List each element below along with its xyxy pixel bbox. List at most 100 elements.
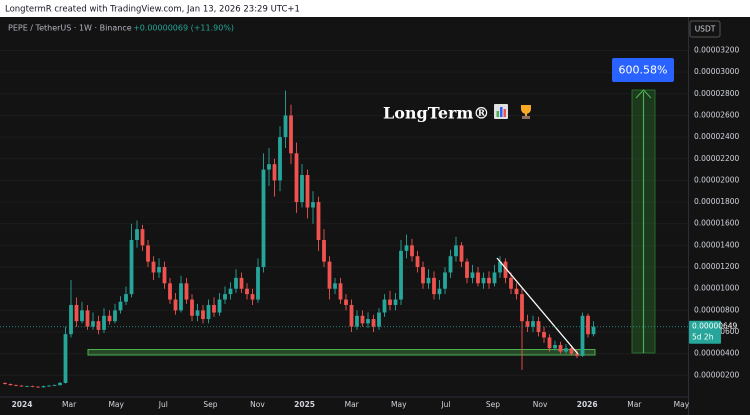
candle-body [415, 256, 420, 268]
candle-body [569, 348, 574, 354]
candles [3, 90, 596, 388]
y-tick-label: 0.00001200 [694, 262, 740, 271]
candle-body [327, 261, 332, 289]
candle-body [223, 294, 227, 300]
x-tick-label: Mar [62, 400, 77, 409]
watermark: LongTerm® [383, 104, 489, 123]
candle-body [294, 153, 299, 203]
candle-body [344, 299, 348, 305]
y-tick-label: 0.00002200 [694, 154, 740, 163]
candle-body [201, 310, 205, 320]
candle-body [393, 299, 398, 305]
candle-body [140, 229, 145, 246]
candle-body [371, 319, 376, 327]
candle-body [14, 385, 18, 386]
measure-arrow-head [635, 89, 652, 99]
candle-body [470, 272, 475, 278]
candle-body [8, 384, 13, 386]
candle-body [531, 321, 535, 327]
candle-body [168, 283, 172, 300]
x-tick-label: Mar [345, 400, 360, 409]
candle-body [558, 345, 563, 352]
currency: USDT [695, 25, 716, 34]
trophy-icon [521, 105, 531, 119]
x-tick-label: 2024 [12, 400, 33, 409]
candle-body [74, 304, 79, 322]
x-tick-label: Mar [627, 400, 642, 409]
candle-body [459, 245, 464, 262]
candle-body [382, 299, 387, 313]
support-zone [87, 349, 596, 356]
candle-body [542, 332, 546, 338]
y-tick-label: 0.00003000 [694, 67, 740, 76]
x-tick-label: Jul [440, 400, 450, 409]
candle-body [179, 283, 183, 311]
grid [0, 49, 688, 376]
candle-body [536, 321, 541, 333]
x-tick-label: May [674, 400, 690, 409]
candle-body [228, 288, 233, 295]
candle-body [437, 288, 442, 295]
candle-body [151, 261, 156, 273]
candle-body [256, 267, 260, 300]
candle-body [492, 272, 497, 284]
y-tick-label: 0.00003200 [694, 45, 740, 54]
candle-body [19, 385, 24, 387]
candle-body [234, 277, 238, 289]
x-tick-label: May [108, 400, 124, 409]
x-tick-label: 2026 [577, 400, 598, 409]
candle-body [355, 315, 359, 327]
candle-body [250, 294, 255, 300]
candle-body [129, 239, 134, 295]
candle-body [267, 164, 271, 170]
candle-body [426, 277, 431, 284]
x-tick-label: Jul [158, 400, 168, 409]
y-tick-label: 0.00002600 [694, 110, 740, 119]
candle-body [388, 299, 392, 305]
candle-body [278, 137, 282, 181]
candle-body [305, 175, 310, 208]
candle-body [553, 345, 557, 349]
candle-body [107, 315, 112, 322]
y-tick-label: 0.00001600 [694, 219, 740, 228]
candle-body [333, 283, 337, 289]
axes: 0.00003200 0.00003000 0.00002800 0.00002600… [0, 45, 740, 409]
candle-body [41, 386, 46, 388]
candle-body [206, 304, 211, 320]
candle-body [454, 245, 458, 257]
candle-body [3, 382, 7, 385]
candle-body [349, 304, 354, 327]
candle-body [102, 315, 106, 330]
candle-body [63, 334, 68, 383]
candle-body [30, 386, 35, 387]
y-tick-label: 0.00000800 [694, 305, 740, 314]
candle-body [184, 283, 189, 300]
candle-body [162, 267, 167, 284]
candle-body [85, 310, 90, 327]
candle-body [25, 386, 29, 387]
y-tick-label: 0.00000200 [694, 370, 740, 379]
candle-body [509, 277, 513, 289]
candle-body [498, 261, 502, 273]
candle-body [520, 294, 524, 322]
candle-body [399, 250, 403, 300]
candle-body [338, 283, 343, 300]
chart-icon [494, 104, 508, 119]
candle-body [476, 272, 480, 284]
currency-box [689, 20, 721, 38]
candle-body [487, 277, 491, 284]
candle-body [47, 385, 51, 387]
candle-body [195, 310, 200, 316]
candle-body [58, 382, 62, 386]
candle-body [52, 385, 57, 386]
candle-body [289, 115, 293, 154]
candle-body [113, 310, 117, 322]
candle-body [525, 321, 530, 327]
candle-body [448, 256, 453, 273]
candle-body [124, 294, 128, 302]
candle-body [69, 304, 73, 335]
candle-body [432, 277, 436, 295]
candle-body [96, 321, 101, 330]
candle-body [586, 315, 590, 335]
candle-body [283, 115, 288, 138]
